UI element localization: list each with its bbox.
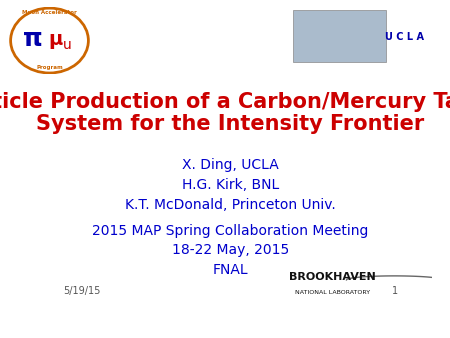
Text: 1: 1: [392, 286, 398, 296]
Text: H.G. Kirk, BNL: H.G. Kirk, BNL: [182, 178, 279, 192]
Text: X. Ding, UCLA: X. Ding, UCLA: [182, 159, 279, 172]
Circle shape: [15, 11, 84, 70]
Text: 2015 MAP Spring Collaboration Meeting: 2015 MAP Spring Collaboration Meeting: [92, 223, 369, 238]
Text: u: u: [63, 38, 72, 52]
Text: Particle Production of a Carbon/Mercury Target: Particle Production of a Carbon/Mercury …: [0, 92, 450, 112]
Text: K.T. McDonald, Princeton Univ.: K.T. McDonald, Princeton Univ.: [125, 197, 336, 212]
FancyBboxPatch shape: [292, 10, 386, 62]
Text: 5/19/15: 5/19/15: [63, 286, 101, 296]
Text: FNAL: FNAL: [213, 263, 248, 276]
Text: BROOKHAVEN: BROOKHAVEN: [289, 272, 376, 282]
Text: Program: Program: [36, 65, 63, 70]
Text: 18-22 May, 2015: 18-22 May, 2015: [172, 243, 289, 257]
Text: System for the Intensity Frontier: System for the Intensity Frontier: [36, 114, 425, 134]
Text: Muon Accelerator: Muon Accelerator: [22, 10, 77, 15]
Text: μ: μ: [49, 30, 63, 49]
Text: U C L A: U C L A: [385, 32, 424, 42]
Text: NATIONAL LABORATORY: NATIONAL LABORATORY: [295, 290, 370, 295]
Text: π: π: [23, 27, 43, 51]
